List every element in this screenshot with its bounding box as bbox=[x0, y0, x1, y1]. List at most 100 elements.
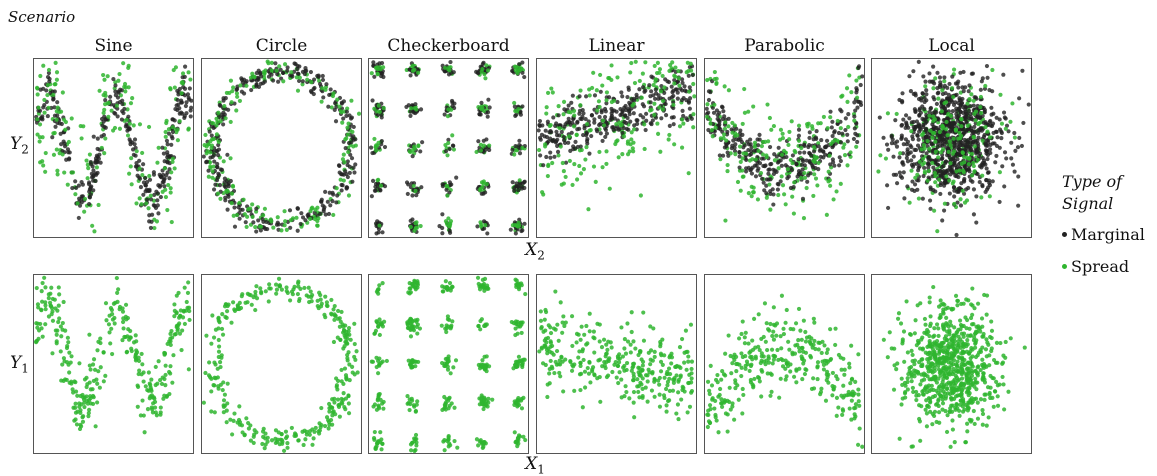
point-marginal bbox=[845, 139, 850, 144]
point-marginal bbox=[73, 179, 78, 184]
point-spread bbox=[184, 308, 189, 313]
point-spread bbox=[63, 328, 68, 333]
point-spread bbox=[478, 188, 483, 193]
point-spread bbox=[824, 350, 829, 356]
point-spread bbox=[719, 397, 724, 402]
point-spread bbox=[82, 209, 87, 214]
point-marginal bbox=[382, 144, 388, 150]
point-spread bbox=[815, 365, 820, 370]
point-spread bbox=[153, 382, 158, 388]
point-spread bbox=[317, 290, 322, 295]
point-marginal bbox=[768, 162, 773, 167]
point-spread bbox=[288, 218, 293, 223]
point-spread bbox=[824, 212, 829, 217]
point-spread bbox=[162, 351, 167, 356]
point-spread bbox=[377, 283, 382, 288]
point-spread bbox=[330, 93, 336, 99]
point-spread bbox=[377, 223, 382, 228]
point-spread bbox=[782, 192, 787, 197]
point-spread bbox=[771, 337, 777, 342]
point-marginal bbox=[830, 133, 835, 139]
point-spread bbox=[60, 362, 65, 367]
point-spread bbox=[129, 156, 134, 161]
point-marginal bbox=[130, 147, 136, 152]
point-spread bbox=[281, 79, 286, 84]
point-spread bbox=[780, 364, 786, 369]
point-spread bbox=[376, 103, 381, 108]
point-marginal bbox=[687, 106, 692, 111]
point-spread bbox=[788, 369, 793, 374]
point-marginal bbox=[997, 199, 1002, 204]
point-spread bbox=[408, 448, 414, 453]
point-marginal bbox=[771, 202, 776, 207]
point-spread bbox=[279, 228, 284, 233]
point-spread bbox=[285, 445, 290, 450]
point-spread bbox=[263, 442, 268, 447]
point-spread bbox=[297, 75, 302, 80]
point-marginal bbox=[761, 180, 766, 185]
point-spread bbox=[760, 152, 765, 157]
point-marginal bbox=[670, 90, 675, 95]
point-spread bbox=[341, 152, 346, 157]
point-marginal bbox=[369, 145, 374, 150]
point-spread bbox=[771, 124, 777, 129]
point-spread bbox=[277, 283, 282, 288]
point-spread bbox=[113, 80, 118, 85]
point-marginal bbox=[143, 189, 148, 194]
point-spread bbox=[440, 284, 445, 289]
point-spread bbox=[838, 126, 843, 131]
point-spread bbox=[417, 326, 423, 331]
point-spread bbox=[760, 139, 765, 145]
point-spread bbox=[69, 381, 74, 386]
point-spread bbox=[606, 373, 611, 378]
point-spread bbox=[414, 440, 419, 445]
point-spread bbox=[169, 328, 174, 334]
point-spread bbox=[796, 123, 802, 128]
point-marginal bbox=[686, 100, 691, 105]
point-marginal bbox=[45, 114, 50, 119]
point-marginal bbox=[920, 196, 925, 201]
point-marginal bbox=[790, 153, 795, 158]
point-spread bbox=[104, 318, 109, 323]
point-spread bbox=[592, 373, 597, 378]
point-spread bbox=[475, 275, 481, 280]
point-spread bbox=[331, 409, 336, 414]
point-spread bbox=[557, 370, 562, 375]
point-spread bbox=[209, 341, 214, 346]
point-marginal bbox=[634, 92, 639, 97]
point-spread bbox=[85, 162, 90, 167]
point-spread bbox=[848, 150, 853, 155]
point-spread bbox=[253, 225, 258, 230]
point-marginal bbox=[137, 176, 143, 181]
point-marginal bbox=[722, 145, 727, 150]
point-spread bbox=[545, 173, 550, 179]
point-spread bbox=[691, 81, 696, 87]
point-marginal bbox=[187, 97, 192, 102]
point-spread bbox=[126, 63, 131, 68]
point-spread bbox=[733, 152, 738, 157]
point-marginal bbox=[548, 129, 553, 134]
point-spread bbox=[780, 136, 785, 141]
point-spread bbox=[109, 307, 114, 313]
point-spread bbox=[225, 309, 230, 314]
point-marginal bbox=[169, 142, 174, 147]
point-spread bbox=[839, 367, 844, 372]
point-spread bbox=[267, 286, 272, 291]
point-spread bbox=[225, 189, 230, 195]
point-spread bbox=[687, 404, 693, 409]
point-spread bbox=[127, 121, 132, 126]
point-spread bbox=[82, 196, 88, 202]
point-spread bbox=[958, 197, 963, 202]
point-marginal bbox=[717, 153, 722, 158]
point-spread bbox=[291, 287, 296, 292]
point-spread bbox=[131, 340, 137, 345]
point-spread bbox=[513, 277, 518, 282]
point-spread bbox=[34, 321, 39, 326]
point-spread bbox=[210, 175, 215, 180]
point-spread bbox=[41, 63, 46, 68]
point-spread bbox=[313, 425, 318, 430]
point-spread bbox=[295, 88, 301, 93]
point-spread bbox=[638, 369, 643, 374]
point-spread bbox=[842, 142, 847, 147]
point-marginal bbox=[295, 206, 300, 211]
